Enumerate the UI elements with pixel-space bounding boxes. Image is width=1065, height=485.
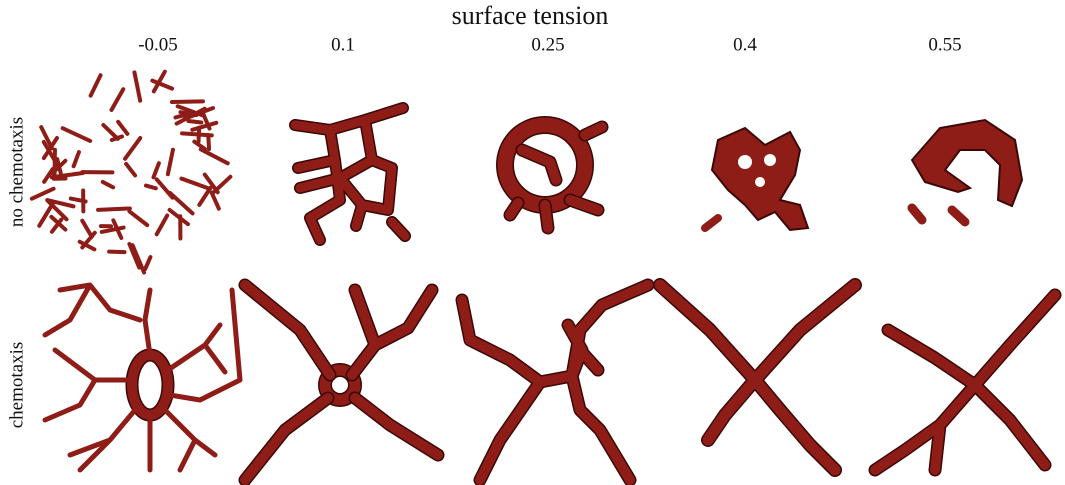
panel-cross bbox=[653, 278, 862, 477]
cell-fragment bbox=[42, 167, 55, 184]
cell-fragment bbox=[124, 161, 138, 178]
column-label: 0.4 bbox=[733, 34, 757, 55]
cell-fragment bbox=[49, 171, 85, 180]
cell-fragment bbox=[50, 158, 68, 176]
cell-fragment bbox=[144, 183, 158, 191]
cell-fragment bbox=[96, 206, 132, 212]
panel-branching bbox=[42, 282, 243, 473]
panel-cross bbox=[868, 288, 1062, 477]
cell-fragment bbox=[190, 120, 219, 132]
panel-blob bbox=[701, 126, 810, 232]
cell-fragment bbox=[111, 218, 124, 240]
cell-fragment bbox=[123, 136, 143, 161]
cell-fragment bbox=[132, 70, 143, 103]
cell-fragment bbox=[174, 106, 207, 126]
cell-fragment bbox=[45, 198, 76, 209]
cell-fragment bbox=[206, 133, 212, 152]
panel-ring bbox=[496, 116, 609, 235]
cell-fragment bbox=[167, 207, 190, 227]
cell-fragment bbox=[168, 190, 195, 216]
cell-fragment bbox=[29, 186, 56, 201]
cell-fragment bbox=[209, 190, 221, 211]
cell-fragment bbox=[80, 230, 97, 250]
cell-fragment bbox=[37, 200, 56, 228]
cell-fragment bbox=[154, 213, 170, 237]
cell-fragment bbox=[151, 161, 161, 180]
cell-fragment bbox=[101, 123, 120, 141]
cell-fragment bbox=[60, 126, 93, 143]
row-label: chemotaxis bbox=[6, 342, 27, 429]
cell-fragment bbox=[116, 119, 130, 136]
panel-cross bbox=[455, 278, 655, 485]
panel-mesh bbox=[289, 102, 411, 246]
cell-fragment bbox=[198, 147, 230, 166]
column-label: 0.1 bbox=[331, 34, 355, 55]
cell-fragment bbox=[109, 87, 126, 112]
cell-fragment bbox=[88, 73, 103, 98]
figure-title: surface tension bbox=[452, 1, 609, 30]
cell-fragment bbox=[107, 249, 127, 255]
cell-fragment bbox=[49, 217, 64, 234]
column-label: 0.55 bbox=[928, 34, 961, 55]
cell-fragment bbox=[192, 139, 207, 151]
cell-fragment bbox=[39, 125, 54, 151]
row-label: no chemotaxis bbox=[6, 117, 27, 227]
cell-fragment bbox=[150, 78, 175, 91]
cell-fragment bbox=[170, 99, 205, 105]
cell-fragment bbox=[151, 69, 167, 94]
cell-fragment bbox=[127, 209, 150, 228]
cell-fragment bbox=[179, 176, 212, 191]
cell-fragment bbox=[49, 214, 68, 232]
cell-fragment bbox=[173, 111, 192, 120]
cell-fragment bbox=[99, 225, 126, 234]
cell-fragment bbox=[80, 218, 94, 239]
cell-fragment bbox=[130, 243, 147, 275]
cell-fragment bbox=[71, 150, 81, 169]
panel-fragments bbox=[29, 69, 233, 275]
panel-cross bbox=[238, 278, 445, 485]
cell-fragment bbox=[100, 179, 116, 190]
column-label: -0.05 bbox=[138, 34, 178, 55]
panel-crescent bbox=[907, 118, 1024, 227]
column-label: 0.25 bbox=[531, 34, 564, 55]
cell-fragment bbox=[211, 174, 233, 195]
cell-fragment bbox=[165, 147, 175, 177]
cell-fragment bbox=[197, 185, 213, 207]
cell-fragment bbox=[186, 118, 204, 125]
cell-fragment bbox=[127, 241, 142, 270]
cell-fragment bbox=[143, 255, 153, 272]
cell-fragment bbox=[77, 239, 97, 252]
